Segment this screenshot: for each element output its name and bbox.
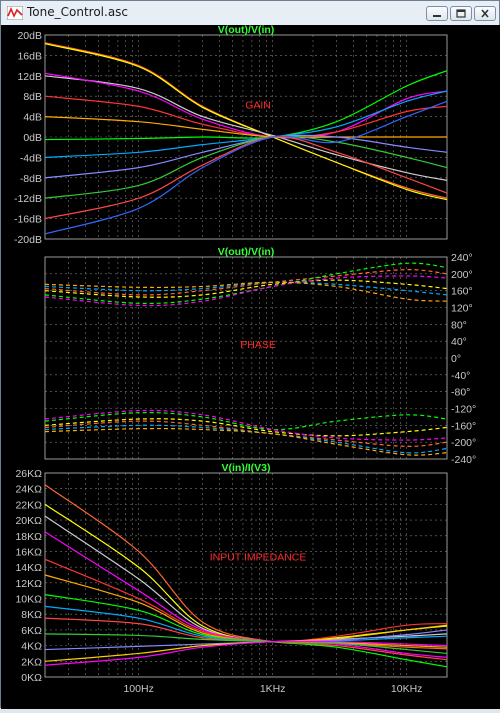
y-tick-label: 6KΩ [21, 625, 42, 637]
series-line-5[interactable] [44, 558, 448, 643]
series-line-1[interactable] [44, 484, 448, 650]
restore-button[interactable] [450, 6, 472, 21]
series-line-4[interactable] [44, 275, 448, 307]
series-line-11[interactable] [44, 424, 448, 454]
series-line-13[interactable] [44, 640, 448, 666]
y-tick-label: 80° [451, 319, 467, 331]
plot-pane-3[interactable]: 26KΩ 24KΩ 22KΩ 20KΩ 18KΩ 16KΩ 14KΩ 12KΩ 10KΩ 8KΩ 6… [15, 462, 448, 695]
y-tick-label: 120° [451, 303, 473, 315]
y-tick-label: 20dB [17, 30, 42, 42]
y-tick-label: 12dB [17, 71, 42, 83]
restore-icon [456, 9, 466, 18]
series-line-5[interactable] [44, 281, 448, 296]
y-tick-label: 18KΩ [15, 531, 42, 543]
plot-annotation-label: PHASE [240, 339, 276, 351]
y-tick-label: 20KΩ [15, 515, 42, 527]
plot-annotation-label: INPUT IMPEDANCE [210, 552, 307, 564]
y-tick-label: 40° [451, 336, 467, 348]
series-line-12[interactable] [44, 427, 448, 456]
y-tick-label: 160° [451, 286, 473, 298]
minimize-icon [433, 15, 441, 17]
y-tick-label: 24KΩ [15, 484, 42, 496]
series-line-2[interactable] [44, 43, 448, 201]
y-tick-label: 8dB [23, 91, 42, 103]
ltspice-waveform-icon [7, 6, 23, 20]
y-tick-label: 2KΩ [21, 656, 42, 668]
y-tick-label: 10KΩ [15, 594, 42, 606]
plot-pane-2[interactable]: 240° 200° 160° 120° 80° 40° 0° -40° -80° -120° -16… [44, 246, 476, 466]
y-tick-label: 14KΩ [15, 562, 42, 574]
y-tick-label: -4dB [20, 152, 42, 164]
series-line-3[interactable] [44, 515, 448, 643]
close-icon [481, 9, 489, 18]
y-tick-label: 0KΩ [21, 672, 42, 684]
x-tick-label: 100Hz [123, 683, 153, 695]
series-line-7[interactable] [44, 420, 448, 447]
y-tick-label: 8KΩ [21, 609, 42, 621]
close-button[interactable] [474, 6, 496, 21]
y-tick-label: -200° [451, 437, 476, 449]
y-tick-label: 16KΩ [15, 546, 42, 558]
x-tick-label: 1KHz [260, 683, 286, 695]
y-tick-label: 12KΩ [15, 578, 42, 590]
y-tick-label: 16dB [17, 50, 42, 62]
minimize-button[interactable] [426, 6, 448, 21]
y-tick-label: 200° [451, 269, 473, 281]
series-line-1[interactable] [44, 42, 448, 199]
y-tick-label: 4dB [23, 112, 42, 124]
y-tick-label: 0dB [23, 132, 42, 144]
series-line-6[interactable] [44, 281, 448, 302]
series-line-1[interactable] [44, 269, 448, 296]
y-tick-label: 22KΩ [15, 499, 42, 511]
series-line-12[interactable] [44, 100, 448, 235]
plot-title: V(in)/I(V3) [222, 462, 271, 474]
series-line-3[interactable] [44, 279, 448, 298]
series-line-9[interactable] [44, 418, 448, 437]
title-bar[interactable]: Tone_Control.asc [1, 1, 499, 25]
series-line-8[interactable] [44, 411, 448, 431]
series-line-10[interactable] [44, 409, 448, 441]
plot-pane-1[interactable]: 20dB 16dB 12dB 8dB 4dB 0dB -4dB -8dB -12dB -16dB -… [14, 24, 448, 246]
plot-annotation-label: GAIN [245, 99, 271, 111]
y-tick-label: 4KΩ [21, 641, 42, 653]
y-tick-label: -12dB [14, 193, 42, 205]
series-line-2[interactable] [44, 262, 448, 305]
window-title: Tone_Control.asc [27, 5, 129, 19]
y-tick-label: -240° [451, 454, 476, 466]
waveform-viewer[interactable]: 20dB 16dB 12dB 8dB 4dB 0dB -4dB -8dB -12dB -16dB -… [1, 24, 500, 709]
plot-canvas[interactable]: 20dB 16dB 12dB 8dB 4dB 0dB -4dB -8dB -12dB -16dB -… [1, 24, 500, 709]
series-line-3[interactable] [44, 75, 448, 181]
y-tick-label: 26KΩ [15, 468, 42, 480]
y-tick-label: -120° [451, 404, 476, 416]
y-tick-label: 240° [451, 252, 473, 264]
y-tick-label: -8dB [20, 173, 42, 185]
y-tick-label: -40° [451, 370, 470, 382]
series-line-9[interactable] [44, 134, 448, 179]
y-tick-label: -16dB [14, 214, 42, 226]
y-tick-label: -20dB [14, 234, 42, 246]
y-tick-label: -160° [451, 420, 476, 432]
y-tick-label: 0° [451, 353, 461, 365]
plot-title: V(out)/V(in) [218, 246, 275, 258]
x-tick-label: 10KHz [391, 683, 423, 695]
y-tick-label: -80° [451, 387, 470, 399]
plot-frame [44, 256, 448, 460]
plot-title: V(out)/V(in) [218, 25, 275, 36]
